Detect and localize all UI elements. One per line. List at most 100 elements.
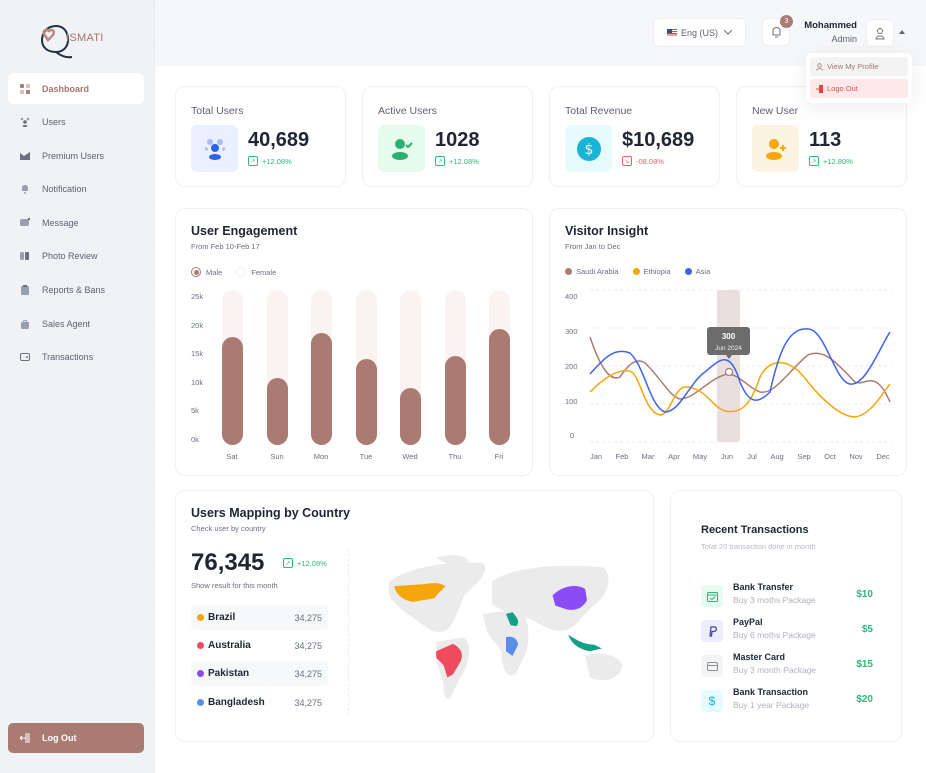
stat-change: ↗ +12.08% [435,156,479,166]
trend-up-icon: ↗ [809,156,819,166]
trend-up-icon: ↗ [283,558,293,568]
bell-icon [772,26,780,38]
svg-text:Sep: Sep [797,452,810,461]
user-engagement-card: User Engagement From Feb 10-Feb 17 Male … [175,208,533,476]
world-map[interactable] [371,543,641,713]
svg-text:10k: 10k [191,378,203,387]
user-role: Admin [831,34,857,44]
avatar-button[interactable] [866,19,894,47]
svg-text:Dec: Dec [876,452,890,461]
logout-icon [816,84,823,93]
svg-text:Mon: Mon [314,452,329,461]
country-row[interactable]: Brazil 34,275 [191,605,328,630]
user-check-icon [378,125,425,172]
sidebar-item-premium-users[interactable]: Premium Users [8,140,144,171]
country-row[interactable]: Australia 34,275 [191,633,328,658]
mapping-note: Show result for this month [191,581,278,590]
transaction-amount: $15 [856,659,873,670]
svg-text:Thu: Thu [449,452,462,461]
card-subtitle: Check user by country [191,524,266,533]
sidebar-item-users[interactable]: Users [8,107,144,138]
transaction-row[interactable]: Bank Transfer Buy 3 moths Package $10 [701,582,873,612]
stat-title: Total Revenue [565,105,633,117]
logout-menu-item[interactable]: Logo Out [810,79,908,98]
divider [348,549,349,716]
legend-label: Male [206,267,223,277]
legend-saudi-arabia[interactable]: Saudi Arabia [565,267,619,276]
sidebar-item-label: Sales Agent [42,318,91,329]
stat-value: $10,689 [622,129,695,151]
chevron-down-icon [724,30,732,35]
visitor-line-chart: 400 300 200 100 0 300 Jun 2024 Jan Feb Mar Apr M… [565,289,892,461]
country-name: Pakistan [208,668,250,679]
users-mapping-card: Users Mapping by Country Check user by c… [175,490,654,742]
sidebar-item-label: Premium Users [42,150,105,161]
legend-female-radio[interactable]: Female [236,267,276,277]
country-row[interactable]: Bangladesh 34,275 [191,690,328,715]
sidebar-item-transactions[interactable]: Transactions [8,342,144,373]
svg-text:Tue: Tue [360,452,373,461]
sidebar-logout-button[interactable]: Log Out [8,723,144,753]
legend-label: Female [251,267,277,277]
sidebar-item-reports-bans[interactable]: Reports & Bans [8,275,144,306]
svg-text:Jul: Jul [747,452,757,461]
legend-label: Saudi Arabia [576,267,619,276]
sidebar-item-message[interactable]: Message [8,207,144,238]
dollar-icon: $ [701,690,723,712]
sidebar-item-photo-review[interactable]: Photo Review [8,241,144,272]
card-subtitle: Total 20 transaction done in month [701,542,816,551]
sidebar-item-dashboard[interactable]: Dashboard [8,73,144,104]
sidebar-item-notification[interactable]: Notification [8,174,144,205]
message-icon [20,217,31,228]
stat-change: ↘ -08.08% [622,156,664,166]
legend-ethiopia[interactable]: Ethiopia [632,267,671,276]
legend-male-radio[interactable]: Male [191,267,222,277]
stat-change-value: +12.08% [449,156,479,166]
stat-change-value: +12.80% [823,156,853,166]
stat-card-total-revenue: Total Revenue $ $10,689 ↘ -08.08% [549,86,720,187]
card-subtitle: From Jan to Dec [565,242,621,251]
language-label: Eng (US) [680,27,718,38]
trend-down-icon: ↘ [622,156,632,166]
user-name: Mohammed [804,20,857,31]
country-value: 34,275 [294,612,322,623]
sidebar-item-sales-agent[interactable]: Sales Agent [8,308,144,339]
view-profile-menu-item[interactable]: View My Profile [810,57,908,76]
transaction-amount: $20 [856,694,873,705]
transaction-row[interactable]: Master Card Buy 3 month Package $15 [701,652,873,682]
svg-text:0: 0 [570,431,574,440]
card-title: Users Mapping by Country [191,506,351,520]
logo[interactable]: ISMATI [36,20,126,59]
svg-text:300: 300 [565,327,578,336]
trend-up-icon: ↗ [248,156,258,166]
us-flag-icon [666,29,677,36]
country-value: 34,275 [294,697,322,708]
transaction-name: Bank Transfer [733,582,794,592]
transaction-row[interactable]: PayPal Buy 6 moths Package $5 [701,617,873,647]
stat-card-active-users: Active Users 1028 ↗ +12.08% [362,86,533,187]
caret-up-icon[interactable] [899,30,905,34]
transaction-row[interactable]: $ Bank Transaction Buy 1 year Package $2… [701,687,873,717]
mapping-total: 76,345 [191,549,265,576]
recent-transactions-card: Recent Transactions Total 20 transaction… [670,490,902,742]
svg-text:100: 100 [565,397,578,406]
bag-icon [20,319,30,329]
svg-text:Nov: Nov [849,452,863,461]
user-plus-icon [752,125,799,172]
legend-asia[interactable]: Asia [684,267,710,276]
engagement-legend: Male Female [191,267,290,277]
transaction-desc: Buy 1 year Package [733,700,810,710]
svg-text:Feb: Feb [616,452,629,461]
legend-label: Ethiopia [643,267,671,276]
country-name: Australia [208,640,251,651]
stat-title: Active Users [378,105,437,117]
language-selector[interactable]: Eng (US) [653,18,746,47]
wallet-icon [20,352,30,362]
transaction-desc: Buy 3 moths Package [733,595,816,605]
sidebar-item-label: Transactions [42,352,94,363]
logout-label: Logo Out [827,84,858,93]
users-icon [20,117,30,128]
country-name: Brazil [208,612,236,623]
transaction-name: PayPal [733,617,763,627]
country-row[interactable]: Pakistan 34,275 [191,661,328,686]
